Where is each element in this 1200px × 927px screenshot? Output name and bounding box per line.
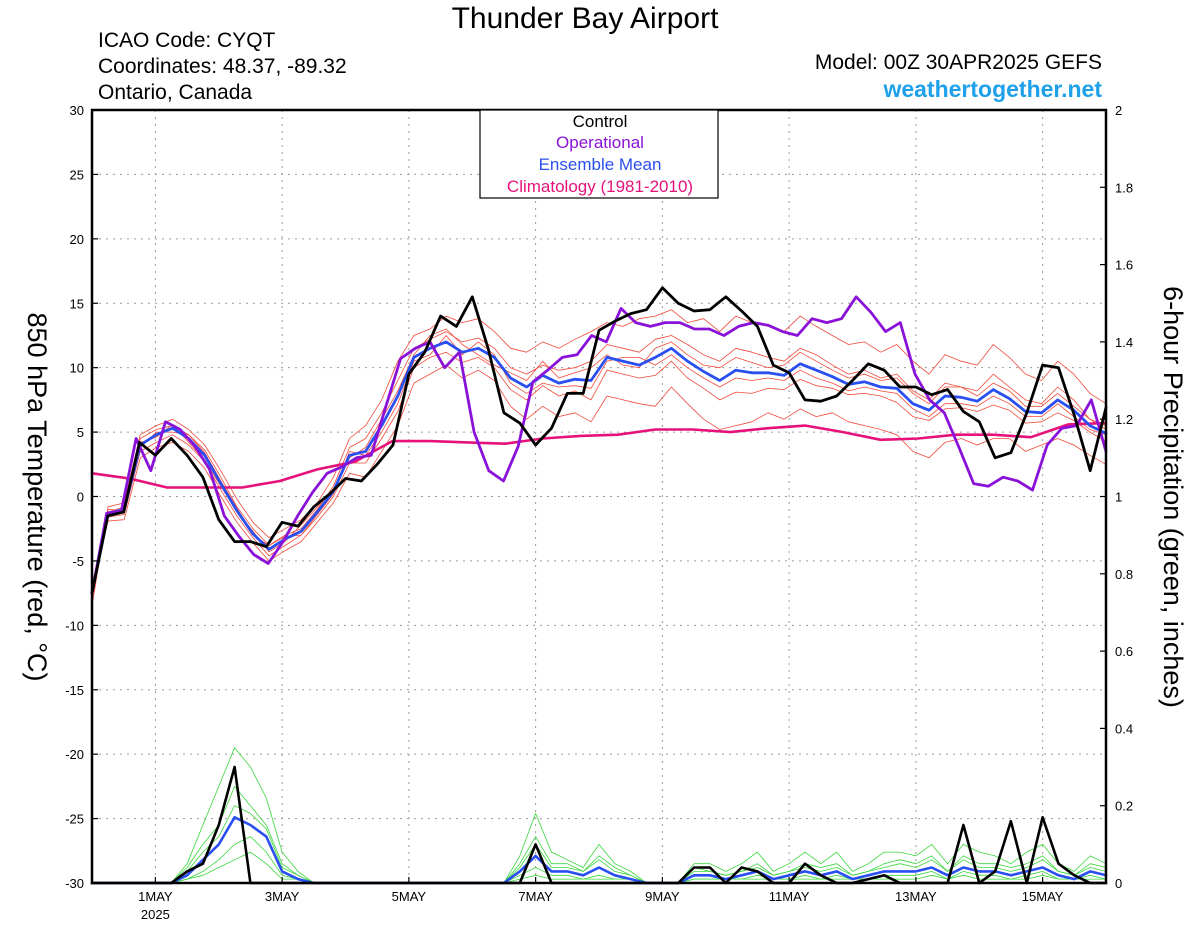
x-tick-label: 9MAY <box>645 889 680 904</box>
y-tick-label: 20 <box>70 232 84 247</box>
main-lines <box>90 286 1108 885</box>
model-run: Model: 00Z 30APR2025 GEFS <box>814 51 1102 74</box>
legend-climatology: Climatology (1981-2010) <box>507 177 693 196</box>
y-tick-label: -30 <box>65 876 84 891</box>
member-temp-line <box>91 331 1107 600</box>
x-tick-label: 13MAY <box>895 889 937 904</box>
member-precip-line <box>91 786 1107 884</box>
y2-tick-label: 0.6 <box>1115 644 1133 659</box>
member-precip-line <box>91 851 1107 884</box>
y-tick-label: 30 <box>70 103 84 118</box>
member-temp-line <box>91 351 1107 590</box>
y2-tick-label: 0 <box>1115 876 1122 891</box>
climatology-line <box>90 421 1108 489</box>
y2-axis-label: 6-hour Precipitation (green, inches) <box>1158 286 1188 708</box>
y-tick-label: -5 <box>72 554 84 569</box>
member-temp-line <box>91 309 1107 607</box>
x-tick-label: 15MAY <box>1022 889 1064 904</box>
coordinates: Coordinates: 48.37, -89.32 <box>98 55 347 78</box>
x-tick-label: 1MAY <box>138 889 173 904</box>
ticks: 302520151050-5-10-15-20-25-3021.81.61.41… <box>65 103 1133 922</box>
grid <box>92 110 1106 883</box>
member-precip-line <box>91 836 1107 884</box>
x-tick-label: 7MAY <box>518 889 553 904</box>
member-precip-line <box>91 747 1107 884</box>
chart-title: Thunder Bay Airport <box>451 2 719 35</box>
legend: Control Operational Ensemble Mean Climat… <box>479 109 719 199</box>
x-tick-label: 11MAY <box>769 889 810 904</box>
y2-tick-label: 1.4 <box>1115 335 1133 350</box>
legend-operational: Operational <box>556 133 644 152</box>
control-temp-line <box>90 286 1108 595</box>
member-precip-line <box>91 805 1107 884</box>
members-temp <box>91 309 1107 607</box>
y-tick-label: 15 <box>70 296 84 311</box>
y-tick-label: -20 <box>65 747 84 762</box>
site-link[interactable]: weathertogether.net <box>883 76 1102 102</box>
y2-tick-label: 1 <box>1115 490 1122 505</box>
y2-tick-label: 1.6 <box>1115 258 1133 273</box>
members-precip <box>91 747 1107 884</box>
y2-tick-label: 0.4 <box>1115 721 1133 736</box>
y2-tick-label: 0.2 <box>1115 799 1133 814</box>
x-tick-label: 3MAY <box>265 889 300 904</box>
y2-tick-label: 1.2 <box>1115 412 1133 427</box>
y2-tick-label: 0.8 <box>1115 567 1133 582</box>
y-tick-label: 0 <box>77 490 84 505</box>
member-temp-line <box>91 335 1107 588</box>
ensemble-mean-precip-line <box>90 815 1108 885</box>
y2-tick-label: 2 <box>1115 103 1122 118</box>
x-tick-year: 2025 <box>141 907 170 922</box>
y-tick-label: -15 <box>65 683 84 698</box>
icao-code: ICAO Code: CYQT <box>98 29 276 52</box>
legend-control: Control <box>573 112 628 131</box>
y2-tick-label: 1.8 <box>1115 180 1133 195</box>
member-temp-line <box>91 364 1107 585</box>
legend-box <box>479 109 719 199</box>
y-axis-label: 850 hPa Temperature (red, °C) <box>22 313 52 682</box>
ensemble-mean-temp-line <box>90 340 1108 595</box>
operational-temp-line <box>90 295 1108 595</box>
y-tick-label: 10 <box>70 361 84 376</box>
y-tick-label: 25 <box>70 167 84 182</box>
region: Ontario, Canada <box>98 81 253 104</box>
y-tick-label: 5 <box>77 425 84 440</box>
y-tick-label: -25 <box>65 812 84 827</box>
x-tick-label: 5MAY <box>392 889 427 904</box>
y-tick-label: -10 <box>65 618 84 633</box>
legend-ensemble-mean: Ensemble Mean <box>539 155 662 174</box>
